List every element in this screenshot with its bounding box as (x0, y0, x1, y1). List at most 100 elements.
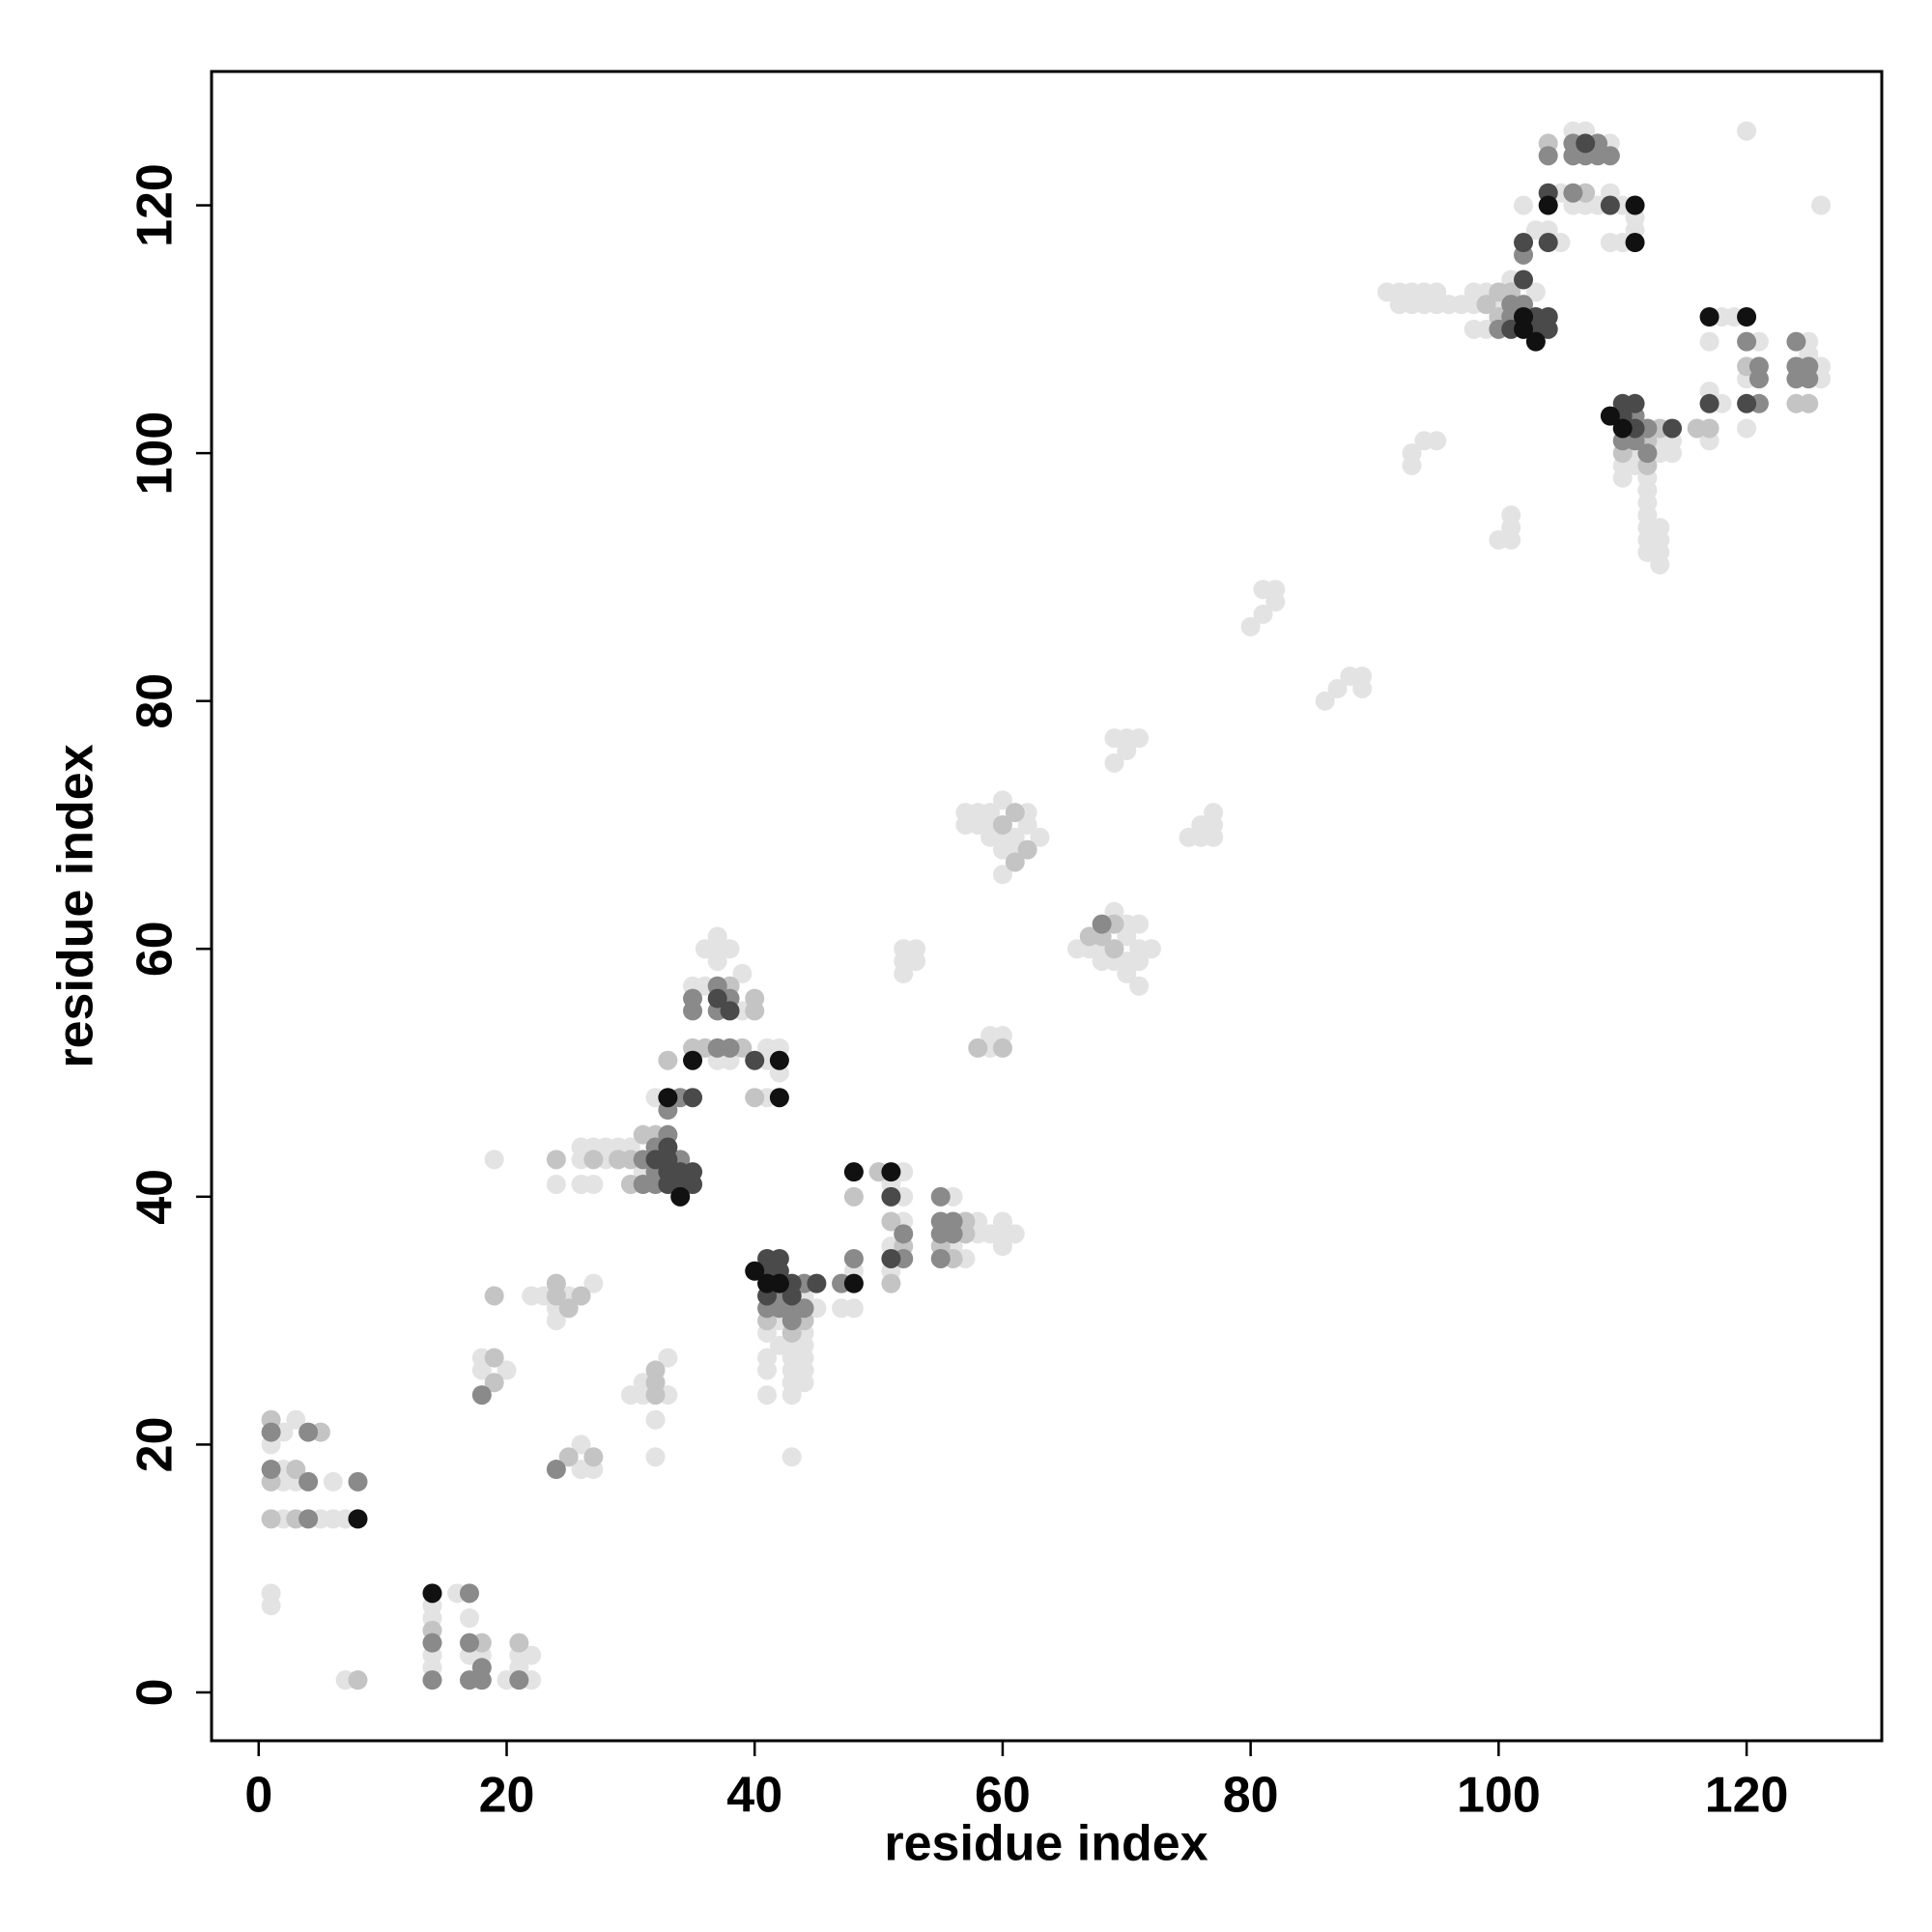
point (843, 1186, 864, 1207)
point (286, 1460, 306, 1480)
point (459, 1583, 479, 1604)
point (720, 939, 740, 959)
point (1514, 270, 1534, 290)
point (1104, 939, 1124, 959)
x-tick-label: 100 (1457, 1768, 1541, 1824)
point (757, 1385, 778, 1406)
point (261, 1596, 281, 1616)
point (422, 1583, 442, 1604)
points (261, 121, 1832, 1690)
y-tick-label: 20 (128, 1416, 184, 1472)
point (1204, 827, 1224, 847)
point (1129, 914, 1150, 934)
point (1141, 939, 1161, 959)
point (1600, 146, 1620, 166)
x-tick-label: 20 (479, 1768, 535, 1824)
point (509, 1670, 529, 1690)
point (1737, 393, 1757, 413)
y-tick-label: 0 (128, 1679, 184, 1707)
point (732, 963, 753, 983)
point (1612, 418, 1633, 439)
point (1017, 814, 1037, 835)
point (781, 1311, 802, 1331)
point (1625, 233, 1645, 253)
point (286, 1409, 306, 1430)
point (645, 1447, 666, 1467)
point (546, 1286, 566, 1306)
point (906, 952, 926, 972)
point (298, 1471, 319, 1492)
point (1748, 369, 1769, 389)
point (348, 1670, 368, 1690)
point (794, 1298, 814, 1319)
point (546, 1150, 566, 1170)
point (1799, 393, 1819, 413)
point (1737, 418, 1757, 439)
point (261, 1509, 281, 1529)
point (1514, 195, 1534, 215)
point (484, 1286, 504, 1306)
x-tick-label: 40 (726, 1768, 782, 1824)
point (522, 1645, 542, 1665)
y-axis-label: residue index (48, 744, 104, 1067)
point (1030, 827, 1050, 847)
point (894, 1224, 914, 1244)
point (471, 1360, 492, 1380)
point (930, 1248, 951, 1268)
point (1576, 133, 1596, 154)
y-tick-label: 120 (128, 163, 184, 247)
point (794, 1373, 814, 1393)
point (471, 1670, 492, 1690)
point (484, 1348, 504, 1368)
point (968, 1037, 988, 1058)
point (546, 1311, 566, 1331)
point (781, 1286, 802, 1306)
point (1737, 331, 1757, 352)
point (881, 1211, 901, 1232)
point (583, 1150, 604, 1170)
point (658, 1348, 678, 1368)
point (658, 1050, 678, 1070)
point (757, 1360, 778, 1380)
point (1092, 914, 1112, 934)
point (1662, 443, 1683, 464)
point (1699, 331, 1719, 352)
y-tick-label: 100 (128, 412, 184, 496)
y-tick-label: 60 (128, 921, 184, 977)
point (720, 1037, 740, 1058)
point (843, 1162, 864, 1182)
point (683, 1001, 703, 1021)
point (422, 1670, 442, 1690)
point (992, 790, 1012, 810)
point (1786, 331, 1806, 352)
point (745, 1261, 765, 1281)
point (298, 1422, 319, 1442)
point (881, 1273, 901, 1293)
point (571, 1286, 591, 1306)
point (1514, 233, 1534, 253)
point (558, 1298, 579, 1319)
point (1315, 691, 1335, 711)
point (881, 1186, 901, 1207)
point (1017, 839, 1037, 860)
point (1129, 952, 1150, 972)
point (769, 1050, 789, 1070)
point (558, 1447, 579, 1467)
point (1699, 307, 1719, 327)
y-tick-label: 40 (128, 1169, 184, 1225)
point (1600, 195, 1620, 215)
point (484, 1150, 504, 1170)
point (1129, 728, 1150, 749)
point (881, 1248, 901, 1268)
y-tick-label: 80 (128, 673, 184, 729)
point (459, 1633, 479, 1653)
point (1501, 505, 1521, 526)
point (645, 1409, 666, 1430)
point (1737, 307, 1757, 327)
point (943, 1224, 963, 1244)
point (459, 1607, 479, 1628)
point (745, 1001, 765, 1021)
point (1625, 195, 1645, 215)
point (930, 1186, 951, 1207)
